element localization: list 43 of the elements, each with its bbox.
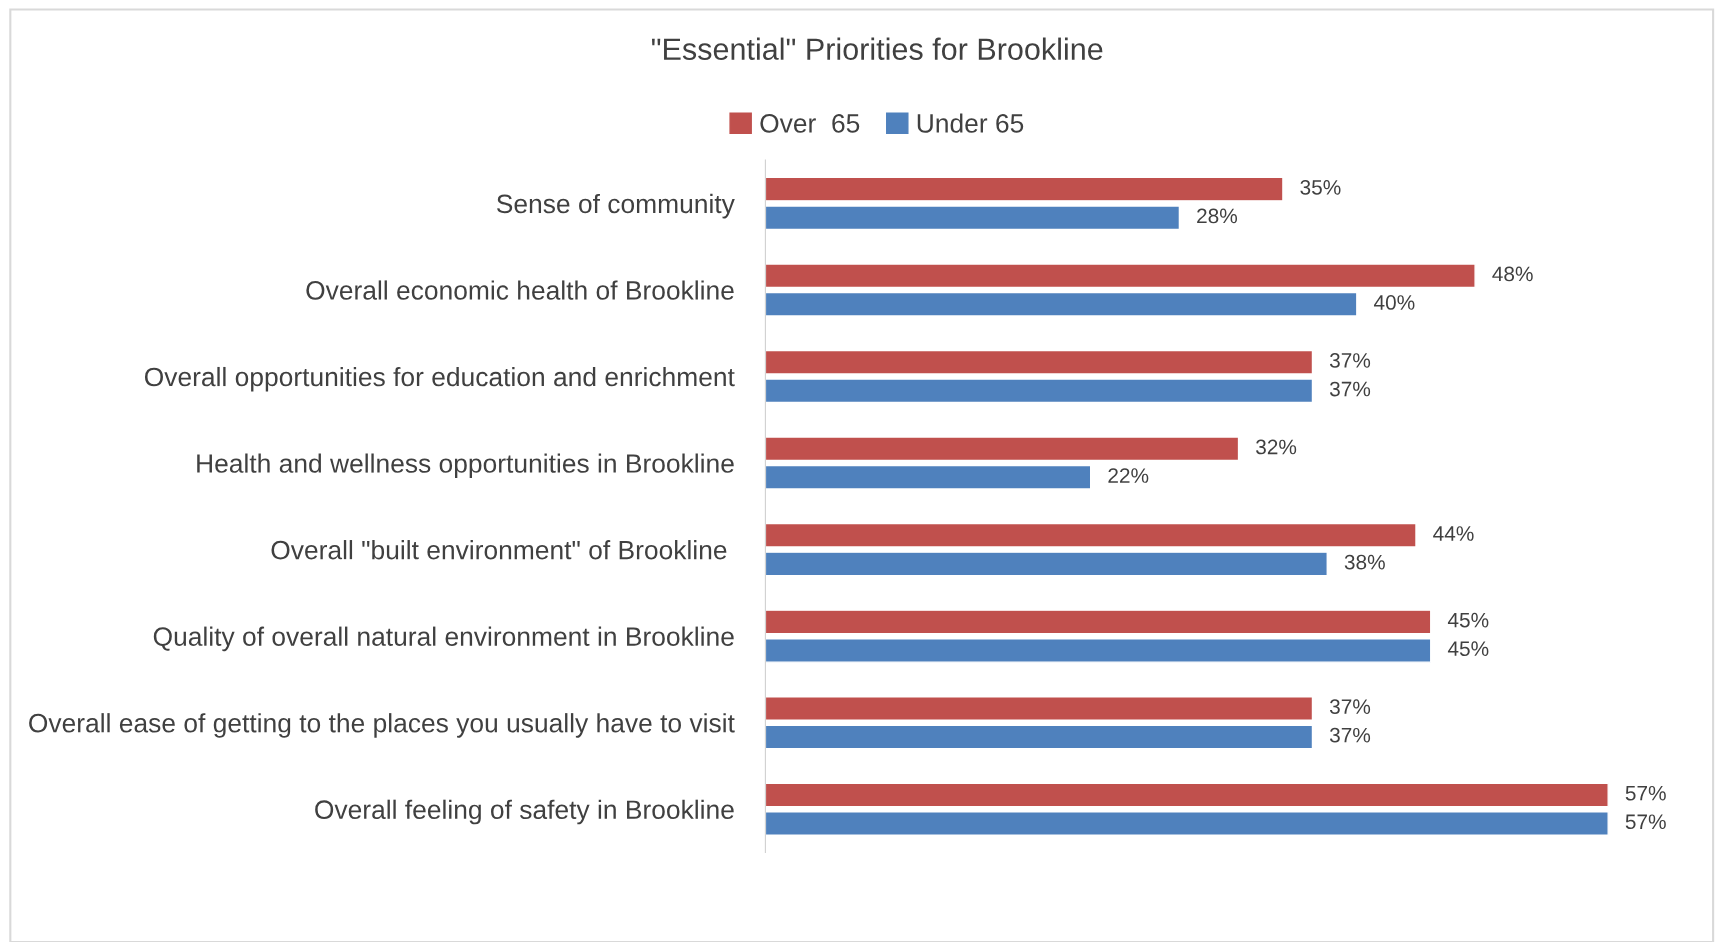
y-tick-label: Sense of community xyxy=(496,193,735,219)
data-label: 40% xyxy=(1373,295,1415,310)
legend-label: Under 65 xyxy=(917,113,1024,133)
y-tick-label: Overall economic health of Brookline xyxy=(306,280,734,300)
data-label: 44% xyxy=(1433,526,1474,541)
legend-label: Over 65 xyxy=(760,114,860,133)
bar xyxy=(765,349,1314,375)
y-tick-label: Overall feeling of safety in Brookline xyxy=(315,799,734,825)
data-label: 45% xyxy=(1447,641,1489,657)
bar xyxy=(765,464,1092,490)
bar xyxy=(765,205,1181,231)
bar xyxy=(765,176,1284,202)
bar xyxy=(765,436,1240,462)
bar xyxy=(765,638,1432,663)
bar xyxy=(765,378,1314,404)
data-label: 45% xyxy=(1447,612,1489,628)
data-label: 37% xyxy=(1329,353,1371,368)
data-label: 22% xyxy=(1108,468,1149,483)
y-tick-label: Overall "built environment" of Brookline xyxy=(271,540,727,560)
data-label: 28% xyxy=(1197,208,1238,224)
data-label: 38% xyxy=(1344,554,1385,570)
y-tick-label: Health and wellness opportunities in Brookline xyxy=(197,453,734,479)
data-label: 57% xyxy=(1625,814,1666,830)
y-tick-label: Overall ease of getting to the places you usually have to visit xyxy=(29,713,735,738)
data-label: 57% xyxy=(1625,785,1666,801)
bar xyxy=(765,522,1417,548)
bar xyxy=(765,811,1609,836)
chart-title: "Essential" Priorities for Brookline xyxy=(651,37,1103,61)
data-label: 48% xyxy=(1492,266,1533,282)
bar xyxy=(765,609,1432,635)
data-label: 35% xyxy=(1300,179,1341,195)
bar xyxy=(765,291,1358,317)
bar xyxy=(765,724,1314,750)
bar xyxy=(765,696,1314,721)
y-tick-label: Overall opportunities for education and enrichment xyxy=(144,366,735,392)
data-label: 32% xyxy=(1256,439,1297,455)
data-label: 37% xyxy=(1329,699,1371,714)
bar xyxy=(765,551,1328,577)
data-label: 37% xyxy=(1329,381,1371,397)
data-label: 37% xyxy=(1329,727,1371,743)
bar xyxy=(765,782,1609,808)
y-tick-label: Quality of overall natural environment in Brookline xyxy=(153,626,734,652)
bar xyxy=(765,263,1476,289)
